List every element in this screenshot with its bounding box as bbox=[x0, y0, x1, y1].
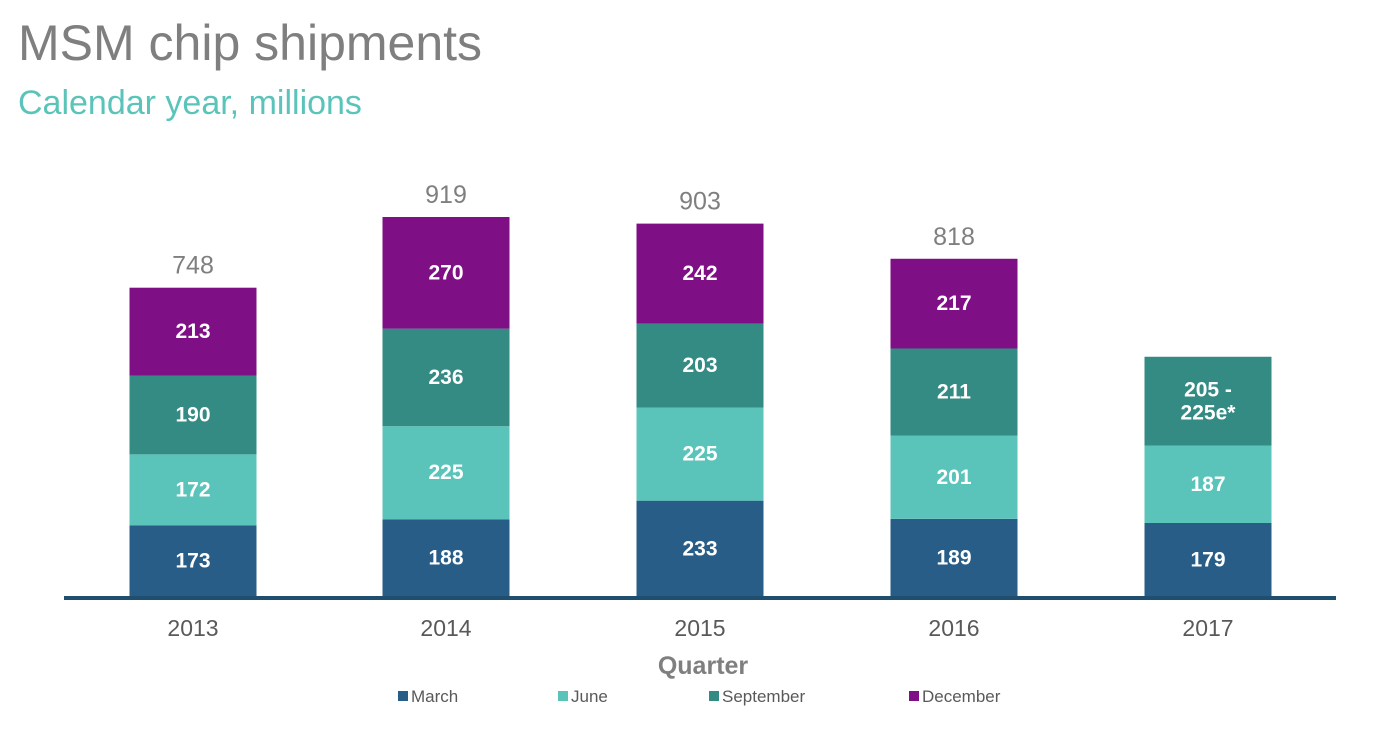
data-label-2017-march: 179 bbox=[1190, 548, 1225, 571]
bar-segment-2013-september bbox=[129, 375, 257, 455]
bar-segment-2015-june bbox=[636, 407, 764, 501]
bar-segment-2013-june bbox=[129, 454, 257, 526]
data-label-2014-september: 236 bbox=[428, 366, 463, 389]
total-label-2015: 903 bbox=[679, 188, 721, 216]
legend-label-march: March bbox=[411, 687, 458, 706]
total-label-2013: 748 bbox=[172, 252, 214, 280]
bar-segment-2014-december bbox=[382, 216, 510, 329]
data-label-2016-september: 211 bbox=[937, 381, 971, 404]
total-label-2014: 919 bbox=[425, 181, 467, 209]
data-label-2015-december: 242 bbox=[682, 262, 717, 285]
data-label-2013-september: 190 bbox=[175, 404, 210, 427]
x-tick-label-2013: 2013 bbox=[167, 615, 218, 641]
bar-segment-2016-march bbox=[890, 518, 1018, 597]
bar-segment-2015-december bbox=[636, 223, 764, 324]
data-label-2016-june: 201 bbox=[936, 466, 971, 489]
data-label-2017-september: 205 -225e* bbox=[1181, 378, 1237, 424]
data-label-2014-june: 225 bbox=[428, 461, 463, 484]
bar-segment-2017-june bbox=[1144, 445, 1272, 523]
x-tick-label-2017: 2017 bbox=[1182, 615, 1233, 641]
data-label-2016-december: 217 bbox=[936, 292, 971, 315]
bar-segment-2017-march bbox=[1144, 522, 1272, 597]
x-tick-label-2016: 2016 bbox=[928, 615, 979, 641]
bar-segment-2014-september bbox=[382, 328, 510, 427]
legend-label-december: December bbox=[922, 687, 1001, 706]
legend-swatch-june bbox=[558, 691, 568, 701]
bar-segment-2015-september bbox=[636, 323, 764, 408]
bar-segment-2014-march bbox=[382, 519, 510, 597]
legend-swatch-march bbox=[398, 691, 408, 701]
x-axis-title: Quarter bbox=[658, 652, 749, 680]
data-label-2017-june: 187 bbox=[1190, 473, 1225, 496]
legend-swatch-september bbox=[709, 691, 719, 701]
data-label-2015-june: 225 bbox=[682, 443, 717, 466]
bar-segment-2013-december bbox=[129, 287, 257, 376]
data-label-2013-june: 172 bbox=[175, 478, 210, 501]
data-label-2013-march: 173 bbox=[175, 550, 210, 573]
data-label-2014-march: 188 bbox=[428, 547, 463, 570]
total-label-2016: 818 bbox=[933, 223, 975, 251]
bar-segment-2017-september bbox=[1144, 356, 1272, 446]
bar-segment-2016-september bbox=[890, 348, 1018, 436]
data-label-2015-september: 203 bbox=[682, 354, 717, 377]
data-label-2014-december: 270 bbox=[428, 261, 463, 284]
bar-segment-2016-june bbox=[890, 435, 1018, 519]
legend-swatch-december bbox=[909, 691, 919, 701]
bar-segment-2016-december bbox=[890, 258, 1018, 349]
x-tick-label-2015: 2015 bbox=[674, 615, 725, 641]
chart-title: MSM chip shipments bbox=[18, 15, 483, 71]
chart-subtitle: Calendar year, millions bbox=[18, 84, 362, 122]
legend-label-june: June bbox=[571, 687, 608, 706]
bar-segment-2014-june bbox=[382, 426, 510, 520]
data-label-2016-march: 189 bbox=[936, 546, 971, 569]
x-tick-label-2014: 2014 bbox=[420, 615, 471, 641]
data-label-2015-march: 233 bbox=[682, 537, 717, 560]
legend-label-september: September bbox=[722, 687, 805, 706]
bar-segment-2015-march bbox=[636, 500, 764, 597]
data-label-2013-december: 213 bbox=[175, 320, 210, 343]
bar-segment-2013-march bbox=[129, 525, 257, 597]
